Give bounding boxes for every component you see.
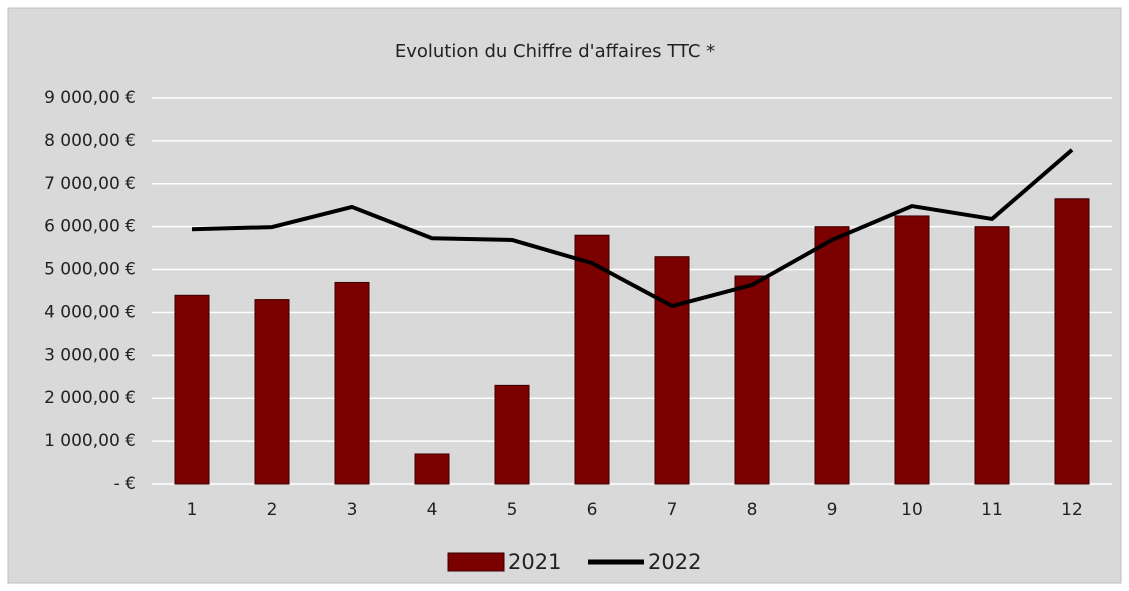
- y-tick-label: 4 000,00 €: [44, 302, 136, 322]
- y-tick-label: 8 000,00 €: [44, 131, 136, 151]
- x-tick-label: 3: [347, 500, 358, 520]
- x-tick-label: 12: [1061, 500, 1083, 520]
- chart-title: Evolution du Chiffre d'affaires TTC *: [395, 41, 715, 62]
- line: [191, 148, 1074, 309]
- y-tick-label: 2 000,00 €: [44, 388, 136, 408]
- bar: [494, 384, 530, 485]
- bar: [414, 453, 450, 485]
- bar: [974, 226, 1010, 485]
- bar: [334, 281, 370, 485]
- x-tick-label: 9: [827, 500, 838, 520]
- bar: [574, 234, 610, 485]
- bar: [814, 226, 850, 485]
- x-tick-label: 11: [981, 500, 1003, 520]
- y-tick-label: 6 000,00 €: [44, 217, 136, 237]
- y-tick-label: 9 000,00 €: [44, 88, 136, 108]
- legend-swatch: [447, 552, 505, 572]
- bar: [894, 215, 930, 485]
- bar: [174, 294, 210, 485]
- x-tick-label: 6: [587, 500, 598, 520]
- y-tick-label: 3 000,00 €: [44, 345, 136, 365]
- x-tick-label: 1: [187, 500, 198, 520]
- legend-label: 2021: [508, 550, 561, 574]
- bar: [254, 299, 290, 485]
- y-tick-label: - €: [114, 474, 136, 494]
- y-tick-label: 7 000,00 €: [44, 174, 136, 194]
- x-tick-label: 8: [747, 500, 758, 520]
- bar: [1054, 198, 1090, 485]
- x-tick-label: 7: [667, 500, 678, 520]
- x-tick-label: 2: [267, 500, 278, 520]
- bar: [734, 275, 770, 485]
- y-tick-label: 5 000,00 €: [44, 260, 136, 280]
- y-tick-label: 1 000,00 €: [44, 431, 136, 451]
- legend-label: 2022: [648, 550, 701, 574]
- x-tick-label: 10: [901, 500, 923, 520]
- x-tick-label: 4: [427, 500, 438, 520]
- x-tick-label: 5: [507, 500, 518, 520]
- bar: [654, 256, 690, 485]
